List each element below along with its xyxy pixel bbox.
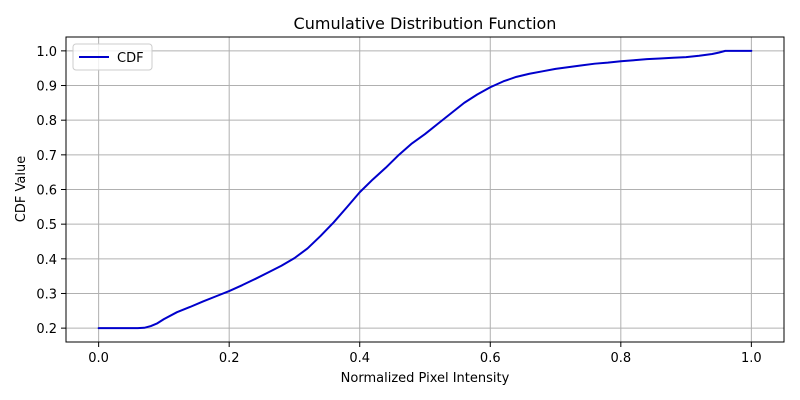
y-tick-label: 0.3 — [36, 287, 57, 302]
x-axis-label: Normalized Pixel Intensity — [341, 371, 510, 386]
y-tick-label: 0.9 — [36, 80, 57, 95]
y-tick-label: 0.5 — [36, 218, 57, 233]
x-tick-label: 0.4 — [349, 351, 370, 366]
y-tick-label: 0.4 — [36, 253, 57, 268]
y-tick-label: 0.7 — [36, 149, 57, 164]
series-layer — [97, 49, 753, 330]
y-tick-label: 0.6 — [36, 184, 57, 199]
y-tick-label: 1.0 — [36, 45, 57, 60]
y-tick-label: 0.2 — [36, 322, 57, 337]
x-tick-label: 0.2 — [219, 351, 240, 366]
legend: CDF — [72, 43, 153, 71]
x-tick-label: 0.8 — [610, 351, 631, 366]
legend-label-cdf: CDF — [117, 51, 144, 66]
grid-lines — [66, 37, 784, 342]
x-tick-label: 1.0 — [741, 351, 762, 366]
axis-ticks: 0.0 0.2 0.4 0.6 0.8 1.0 0.2 0.3 0.4 0.5 0.6 0.7 0.8 0… — [36, 45, 761, 366]
y-axis-label: CDF Value — [14, 156, 29, 222]
y-tick-label: 0.8 — [36, 114, 57, 129]
x-tick-label: 0.6 — [480, 351, 501, 366]
chart-title: Cumulative Distribution Function — [294, 14, 557, 33]
legend-box — [72, 43, 153, 71]
x-tick-label: 0.0 — [88, 351, 109, 366]
series-line-cdf — [97, 49, 753, 330]
